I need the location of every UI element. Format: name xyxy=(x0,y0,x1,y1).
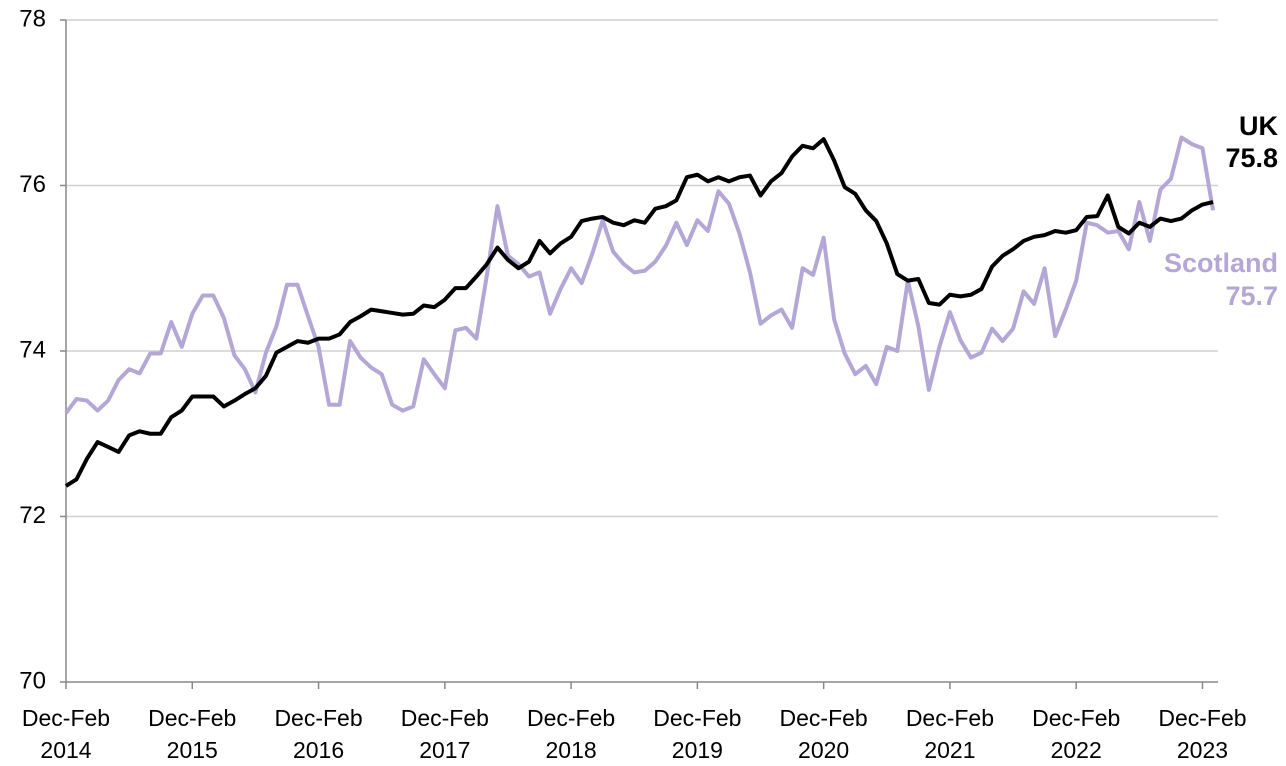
line-series xyxy=(64,135,1215,415)
y-tick-label: 78 xyxy=(19,5,46,32)
x-tick-label: Dec-Feb 2020 xyxy=(779,705,868,763)
x-tick-label: Dec-Feb 2023 xyxy=(1158,705,1247,763)
line-series xyxy=(64,137,1214,488)
x-tick-label: Dec-Feb 2014 xyxy=(21,705,111,763)
y-tick-label: 76 xyxy=(19,171,46,198)
end-value-label: 75.8 xyxy=(1225,143,1278,173)
end-value-label: 75.7 xyxy=(1225,281,1278,311)
x-tick-label: Dec-Feb 2016 xyxy=(274,705,363,763)
y-tick-label: 70 xyxy=(19,667,46,694)
x-tick-label: Dec-Feb 2017 xyxy=(400,705,489,763)
x-tick-label: Dec-Feb 2022 xyxy=(1032,705,1121,763)
x-tick-label: Dec-Feb 2015 xyxy=(148,705,237,763)
x-tick-label: Dec-Feb 2018 xyxy=(526,705,616,763)
series-label: UK xyxy=(1239,111,1278,141)
x-tick-label: Dec-Feb 2019 xyxy=(653,705,742,763)
y-tick-label: 72 xyxy=(19,502,46,529)
x-tick-label: Dec-Feb 2021 xyxy=(905,705,995,763)
y-tick-label: 74 xyxy=(19,336,46,363)
series-label: Scotland xyxy=(1164,248,1278,278)
